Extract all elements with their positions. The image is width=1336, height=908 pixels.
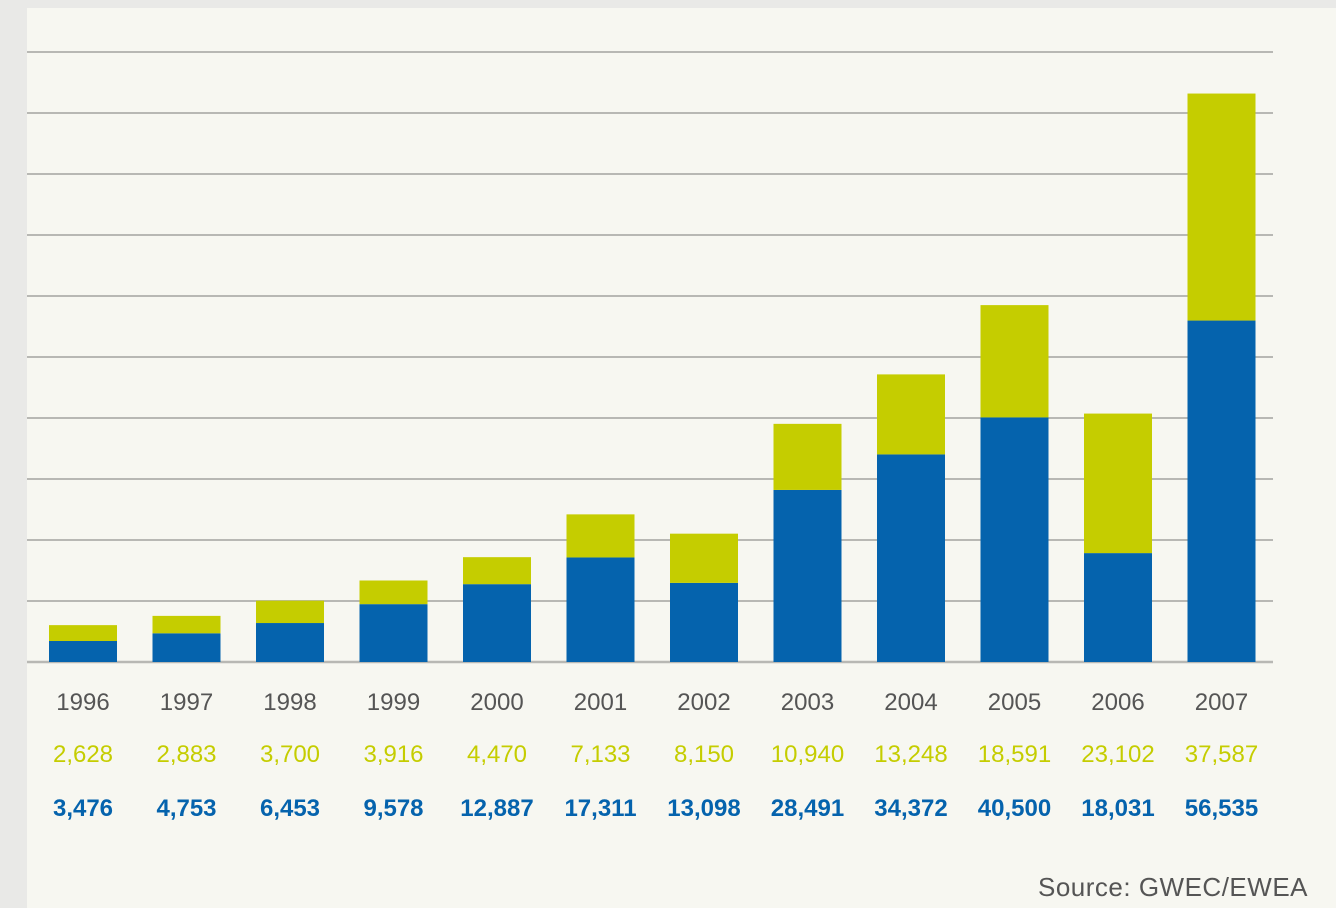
bar-bottom-1998 [256,623,324,662]
bars [49,93,1256,662]
year-label: 1998 [263,689,316,716]
bar-bottom-2004 [877,454,945,662]
bar-top-2003 [773,423,842,490]
value-label-top: 3,916 [363,741,423,768]
bar-bottom-1996 [49,641,117,662]
year-label: 2004 [884,689,937,716]
bar-bottom-2006 [1084,553,1152,662]
bar-bottom-2007 [1187,320,1256,662]
value-label-top: 10,940 [771,741,844,768]
value-label-top: 13,248 [874,741,947,768]
value-label-bottom: 4,753 [156,795,216,822]
value-label-top: 8,150 [674,741,734,768]
stacked-bar-chart: 1996 2,628 3,476 1997 2,883 4,753 1998 3,700 6,4… [27,51,1273,822]
bar-bottom-2005 [980,417,1049,662]
year-label: 1996 [56,689,109,716]
value-label-bottom: 18,031 [1081,795,1154,822]
value-label-bottom: 6,453 [260,795,320,822]
bar-bottom-2000 [463,584,531,662]
value-label-top: 7,133 [570,741,630,768]
value-label-top: 2,628 [53,741,113,768]
year-label: 2006 [1091,689,1144,716]
gridlines [27,51,1273,664]
value-label-bottom: 12,887 [460,795,533,822]
bar-top-2006 [1084,413,1152,554]
bar-top-1998 [256,600,324,624]
value-label-bottom: 56,535 [1185,795,1258,822]
bar-top-2001 [566,514,635,558]
bar-top-1997 [152,615,221,634]
bar-top-2007 [1187,93,1256,321]
bar-top-1999 [359,580,428,605]
year-label: 2003 [781,689,834,716]
labels: 1996 2,628 3,476 1997 2,883 4,753 1998 3,700 6,4… [53,689,1258,822]
bar-bottom-1997 [152,633,221,662]
year-label: 2001 [574,689,627,716]
year-label: 2005 [988,689,1041,716]
value-label-bottom: 28,491 [771,795,844,822]
year-label: 1999 [367,689,420,716]
bar-top-2004 [877,374,945,455]
value-label-bottom: 17,311 [564,795,636,822]
year-label: 2002 [677,689,730,716]
value-label-bottom: 3,476 [53,795,113,822]
value-label-top: 18,591 [978,741,1051,768]
value-label-top: 37,587 [1185,741,1258,768]
value-label-bottom: 13,098 [667,795,740,822]
value-label-top: 4,470 [467,741,527,768]
bar-top-2002 [670,533,738,583]
year-label: 2007 [1195,689,1248,716]
bar-bottom-2001 [566,557,635,662]
value-label-bottom: 9,578 [363,795,423,822]
bar-bottom-1999 [359,604,428,662]
value-label-top: 2,883 [156,741,216,768]
year-label: 2000 [470,689,523,716]
value-label-bottom: 40,500 [978,795,1051,822]
chart-panel: 1996 2,628 3,476 1997 2,883 4,753 1998 3,700 6,4… [27,8,1336,908]
year-label: 1997 [160,689,213,716]
value-label-top: 3,700 [260,741,320,768]
bar-top-2000 [463,557,531,585]
bar-bottom-2003 [773,489,842,662]
source-label: Source: GWEC/EWEA [1038,872,1308,902]
bar-top-1996 [49,625,117,642]
value-label-top: 23,102 [1081,741,1154,768]
bar-top-2005 [980,305,1049,418]
value-label-bottom: 34,372 [874,795,947,822]
bar-bottom-2002 [670,582,738,662]
